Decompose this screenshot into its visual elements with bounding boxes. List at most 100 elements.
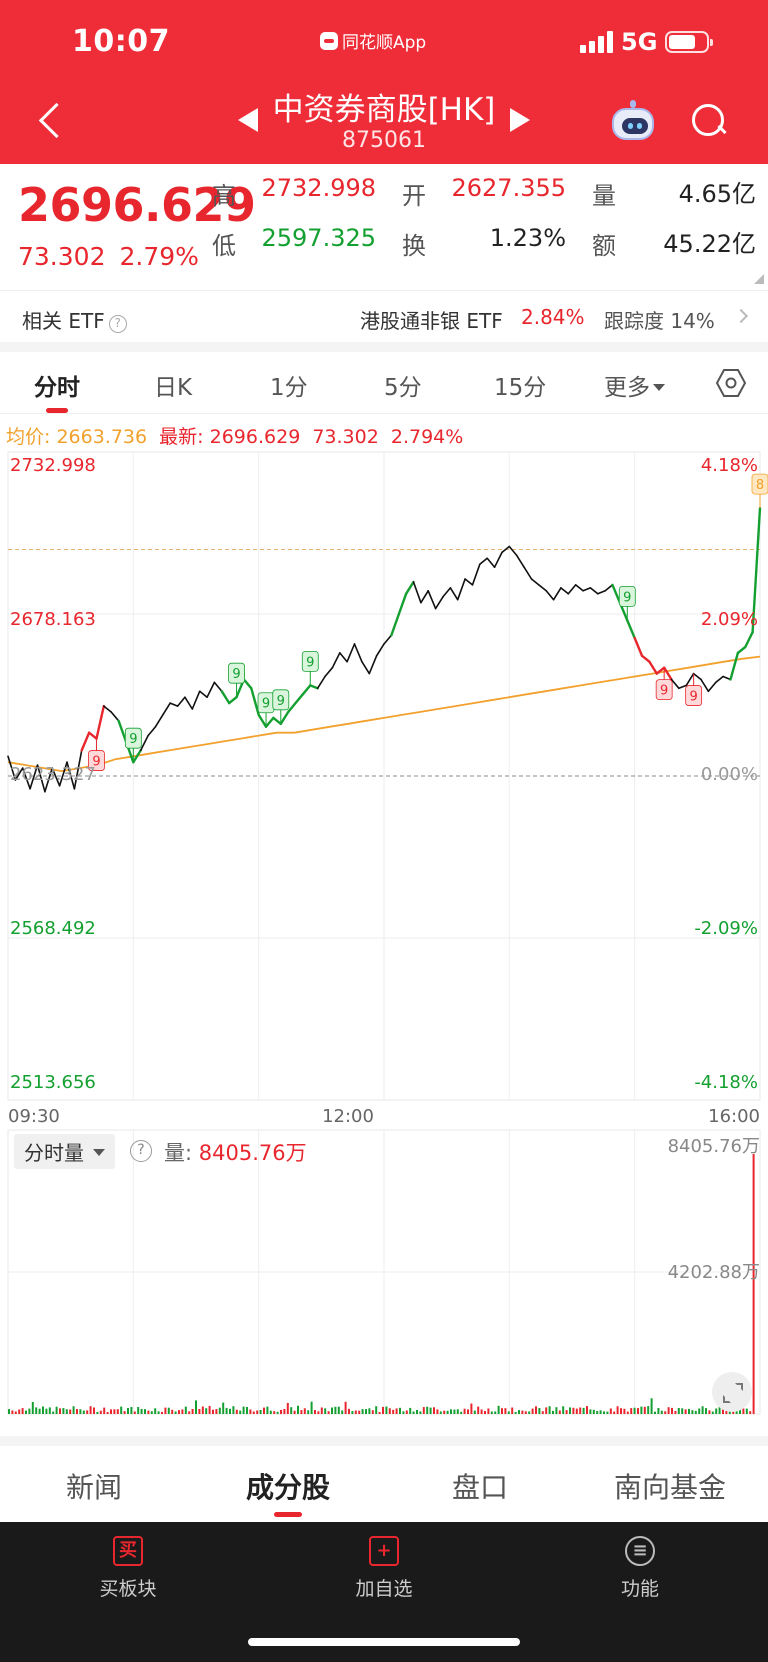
volume-bar [409,1407,412,1414]
latest-label: 最新: [159,426,204,448]
open-value: 2627.355 [451,174,566,202]
signal-icon [580,31,613,53]
add-watchlist-label: 加自选 [355,1578,413,1600]
info-tabs: 新闻 成分股 盘口 南向基金 [0,1446,768,1522]
volume-bar [739,1407,741,1414]
price-segment [404,580,415,595]
price-segment [227,696,238,705]
volume-bar [511,1407,514,1414]
volume-bar [110,1409,112,1414]
tab-more[interactable]: 更多 [604,368,665,402]
home-indicator [248,1638,520,1646]
price-segment [338,652,348,663]
volume-bar [654,1411,656,1414]
volume-bar [358,1410,361,1414]
volume-bar [460,1411,463,1414]
search-icon[interactable] [690,102,726,138]
price-segment [51,767,61,787]
volume-bar [518,1410,520,1414]
volume-bar [419,1411,422,1414]
robot-assistant-icon[interactable] [610,100,656,140]
buy-sector-button[interactable]: 买 买板块 [68,1536,188,1601]
price-segment [361,660,371,675]
plus-icon: + [369,1536,399,1566]
price-segment [272,716,282,725]
volume-bar [667,1407,670,1414]
volume-bar [490,1411,493,1414]
signal-marker: 9 [618,585,636,621]
tab-daily-k[interactable]: 日K [154,375,193,401]
price-segment [383,634,393,645]
signal-marker: 8 [751,473,768,509]
volume-bar [749,1411,752,1414]
tab-15min[interactable]: 15分 [494,375,547,401]
volume-bar [745,1408,748,1414]
avg-price-value: 2663.736 [56,426,148,448]
volume-bar [130,1407,133,1414]
volume-bar [463,1408,466,1414]
tab-constituents[interactable]: 成分股 [246,1471,331,1504]
volume-bars [8,1154,755,1414]
price-segment [464,578,474,586]
price-segment [80,731,91,752]
volume-bar [161,1411,163,1414]
price-segment [331,652,341,669]
volume-bar [293,1410,296,1414]
y-label-right-0: 4.18% [701,455,758,476]
price-segment [640,654,651,663]
volume-bar [167,1407,170,1414]
network-type: 5G [621,28,658,56]
signal-marker: 9 [272,689,290,724]
volume-bar [589,1409,592,1414]
volume-bar [171,1409,174,1414]
tab-intraday[interactable]: 分时 [34,375,80,401]
volume-bar [38,1408,41,1414]
volume-bar [45,1408,48,1414]
volume-bar [660,1410,663,1414]
functions-button[interactable]: ≡ 功能 [580,1536,700,1601]
volume-bar [72,1406,75,1414]
volume-bar [76,1409,78,1414]
price-segment [655,666,666,675]
help-icon[interactable]: ? [108,315,127,333]
tab-southbound-funds[interactable]: 南向基金 [614,1471,727,1504]
volume-bar [484,1411,486,1414]
volume-bar [222,1402,225,1414]
current-price: 2696.629 [18,178,256,232]
price-segment [324,666,334,678]
prev-stock-arrow-icon[interactable] [238,108,258,132]
fullscreen-expand-icon[interactable] [712,1372,752,1412]
tab-order-book[interactable]: 盘口 [452,1471,509,1504]
price-segment [397,592,408,616]
tab-5min[interactable]: 5分 [384,375,422,401]
volume-indicator-select[interactable]: 分时量 [14,1134,116,1169]
chevron-right-icon [733,308,749,324]
app-logo-icon [320,31,338,50]
add-watchlist-button[interactable]: + 加自选 [324,1536,444,1601]
expand-corner-icon[interactable] [754,274,764,284]
settings-hexagon-icon[interactable] [716,368,746,398]
status-right: 5G [580,28,714,56]
price-segment [257,713,268,728]
price-segment [117,719,128,743]
volume-bar [429,1407,432,1414]
related-etf-row[interactable]: 相关 ETF? 港股通非银 ETF 2.84% 跟踪度 14% [0,290,768,342]
volume-bar [606,1411,609,1414]
volume-bar [392,1409,395,1414]
etf-change: 2.84% [521,305,585,329]
volume-bar [28,1408,31,1414]
tab-1min[interactable]: 1分 [270,375,308,401]
next-stock-arrow-icon[interactable] [510,108,530,132]
price-segment [58,761,68,787]
price-segment [478,557,489,566]
chart-grid [7,451,761,1415]
volume-bar [164,1407,167,1414]
volume-bar [643,1406,646,1414]
volume-bar [300,1410,303,1414]
help-icon[interactable]: ? [130,1140,152,1162]
price-segment [279,710,290,725]
volume-bar [705,1408,707,1414]
price-segment [545,589,555,601]
tab-news[interactable]: 新闻 [66,1471,123,1504]
